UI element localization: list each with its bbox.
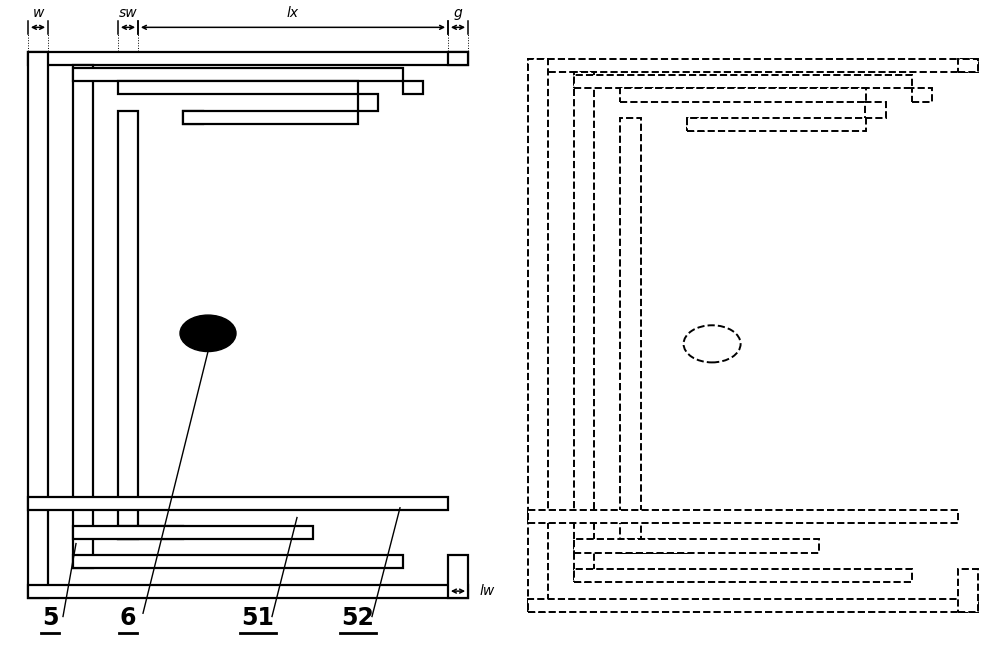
Bar	[118, 526, 183, 539]
Bar	[620, 89, 866, 102]
Bar	[448, 555, 468, 598]
Bar	[958, 569, 978, 612]
Text: g: g	[454, 5, 462, 20]
Bar	[183, 111, 203, 124]
Bar	[574, 569, 912, 582]
Text: 51: 51	[242, 606, 274, 630]
Bar	[28, 52, 468, 65]
Bar	[28, 497, 448, 510]
Bar	[73, 526, 313, 539]
Bar	[574, 539, 819, 553]
Bar	[358, 94, 378, 111]
Bar	[73, 555, 403, 568]
Bar	[118, 81, 358, 94]
Bar	[28, 585, 468, 598]
Bar	[528, 510, 958, 523]
Bar	[528, 59, 548, 612]
Bar	[912, 89, 932, 102]
Text: 5: 5	[42, 606, 58, 630]
Bar	[574, 75, 912, 89]
Bar	[528, 59, 978, 72]
Bar	[687, 118, 707, 132]
Circle shape	[180, 315, 236, 352]
Bar	[865, 102, 886, 118]
Text: lx: lx	[287, 5, 299, 20]
Bar	[528, 599, 978, 612]
Bar	[28, 52, 48, 598]
Text: 6: 6	[120, 606, 136, 630]
Bar	[118, 111, 138, 539]
Bar	[403, 81, 423, 94]
Bar	[958, 59, 978, 72]
Bar	[620, 118, 641, 553]
Text: w: w	[32, 5, 44, 20]
Text: sw: sw	[119, 5, 137, 20]
Text: 52: 52	[342, 606, 374, 630]
Bar	[687, 118, 866, 132]
Bar	[620, 539, 687, 553]
Bar	[448, 52, 468, 65]
Bar	[183, 111, 358, 124]
Bar	[73, 65, 93, 568]
Bar	[73, 68, 403, 81]
Bar	[574, 72, 594, 582]
Text: lw: lw	[480, 584, 495, 598]
